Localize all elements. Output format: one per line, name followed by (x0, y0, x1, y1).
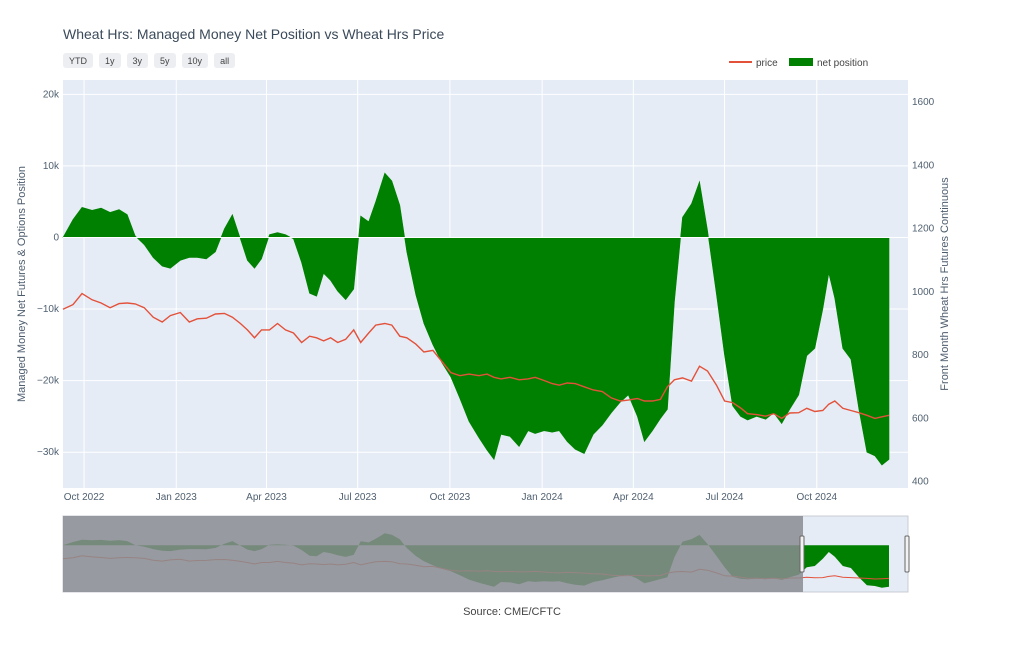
right-tick-label: 800 (912, 350, 929, 361)
x-tick-label: Jan 2024 (522, 492, 564, 503)
range-slider-right-handle (904, 535, 910, 573)
right-axis-ticks: 1600 1400 1200 1000 800 600 400 (912, 97, 935, 488)
right-tick-label: 1400 (912, 160, 935, 171)
x-tick-label: Oct 2023 (430, 492, 471, 503)
x-tick-label: Oct 2022 (64, 492, 105, 503)
left-tick-label: −20k (37, 376, 60, 387)
right-tick-label: 400 (912, 477, 929, 488)
range-button-1y[interactable]: 1y (99, 53, 121, 68)
legend[interactable]: price net position (729, 58, 868, 69)
left-tick-label: −30k (37, 447, 60, 458)
range-slider-left-handle (799, 535, 805, 573)
left-tick-label: 0 (53, 232, 59, 243)
range-button-5y[interactable]: 5y (154, 53, 176, 68)
range-button-ytd[interactable]: YTD (63, 53, 93, 68)
price-line (62, 292, 890, 420)
right-tick-label: 1000 (912, 287, 935, 298)
right-axis-title: Front Month Wheat Hrs Futures Continuous (939, 177, 951, 391)
right-tick-label: 1200 (912, 224, 935, 235)
left-axis-ticks: 20k 10k 0 −10k −20k −30k (37, 89, 60, 458)
right-tick-label: 1600 (912, 97, 935, 108)
left-axis-title: Managed Money Net Futures & Options Posi… (16, 166, 28, 402)
range-selector: YTD 1y 3y 5y 10y all (63, 53, 236, 68)
range-slider[interactable] (62, 515, 910, 593)
chart-title: Wheat Hrs: Managed Money Net Position vs… (63, 26, 445, 42)
x-tick-label: Apr 2024 (613, 492, 654, 503)
left-tick-label: −10k (37, 304, 60, 315)
price-line-layer (62, 292, 890, 420)
x-tick-label: Jan 2023 (156, 492, 198, 503)
right-tick-label: 600 (912, 413, 929, 424)
source-note: Source: CME/CFTC (463, 606, 561, 618)
x-tick-label: Jul 2024 (706, 492, 744, 503)
x-tick-label: Apr 2023 (246, 492, 287, 503)
legend-net-position-swatch (789, 58, 813, 66)
x-axis-ticks: Oct 2022 Jan 2023 Apr 2023 Jul 2023 Oct 2023… (64, 492, 838, 503)
range-button-10y[interactable]: 10y (181, 53, 209, 68)
range-button-all[interactable]: all (214, 53, 236, 68)
left-tick-label: 10k (43, 161, 60, 172)
legend-net-position-label[interactable]: net position (817, 58, 868, 69)
x-tick-label: Jul 2023 (339, 492, 377, 503)
x-tick-label: Oct 2024 (796, 492, 837, 503)
left-tick-label: 20k (43, 89, 60, 100)
legend-price-label[interactable]: price (756, 58, 778, 69)
range-slider-mask (63, 516, 803, 592)
range-button-3y[interactable]: 3y (126, 53, 149, 68)
